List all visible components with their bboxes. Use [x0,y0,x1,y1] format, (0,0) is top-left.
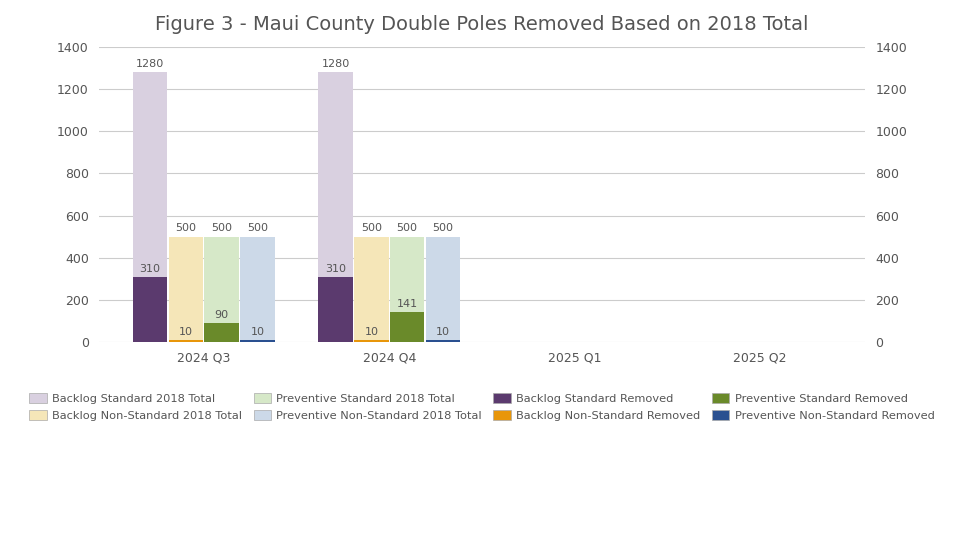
Bar [426,236,460,342]
Bar [133,277,168,342]
Text: 90: 90 [215,310,228,320]
Bar [390,236,424,342]
Text: 1280: 1280 [322,59,350,69]
Bar [133,72,168,342]
Bar [426,340,460,342]
Text: 310: 310 [140,263,161,273]
Bar [318,277,353,342]
Bar [240,236,275,342]
Text: 10: 10 [251,327,264,337]
Bar [204,236,239,342]
Bar [318,72,353,342]
Bar [390,312,424,342]
Text: 10: 10 [179,327,193,337]
Text: 500: 500 [247,223,268,233]
Text: 310: 310 [325,263,346,273]
Title: Figure 3 - Maui County Double Poles Removed Based on 2018 Total: Figure 3 - Maui County Double Poles Remo… [155,15,809,34]
Bar [354,236,388,342]
Text: 1280: 1280 [136,59,164,69]
Text: 10: 10 [364,327,379,337]
Legend: Backlog Standard 2018 Total, Backlog Non-Standard 2018 Total, Preventive Standar: Backlog Standard 2018 Total, Backlog Non… [25,388,939,425]
Bar [169,236,203,342]
Bar [240,340,275,342]
Text: 500: 500 [433,223,453,233]
Bar [354,340,388,342]
Text: 500: 500 [396,223,417,233]
Text: 500: 500 [361,223,382,233]
Text: 500: 500 [175,223,197,233]
Bar [204,323,239,342]
Text: 500: 500 [211,223,232,233]
Bar [169,340,203,342]
Text: 141: 141 [396,299,417,309]
Text: 10: 10 [436,327,450,337]
